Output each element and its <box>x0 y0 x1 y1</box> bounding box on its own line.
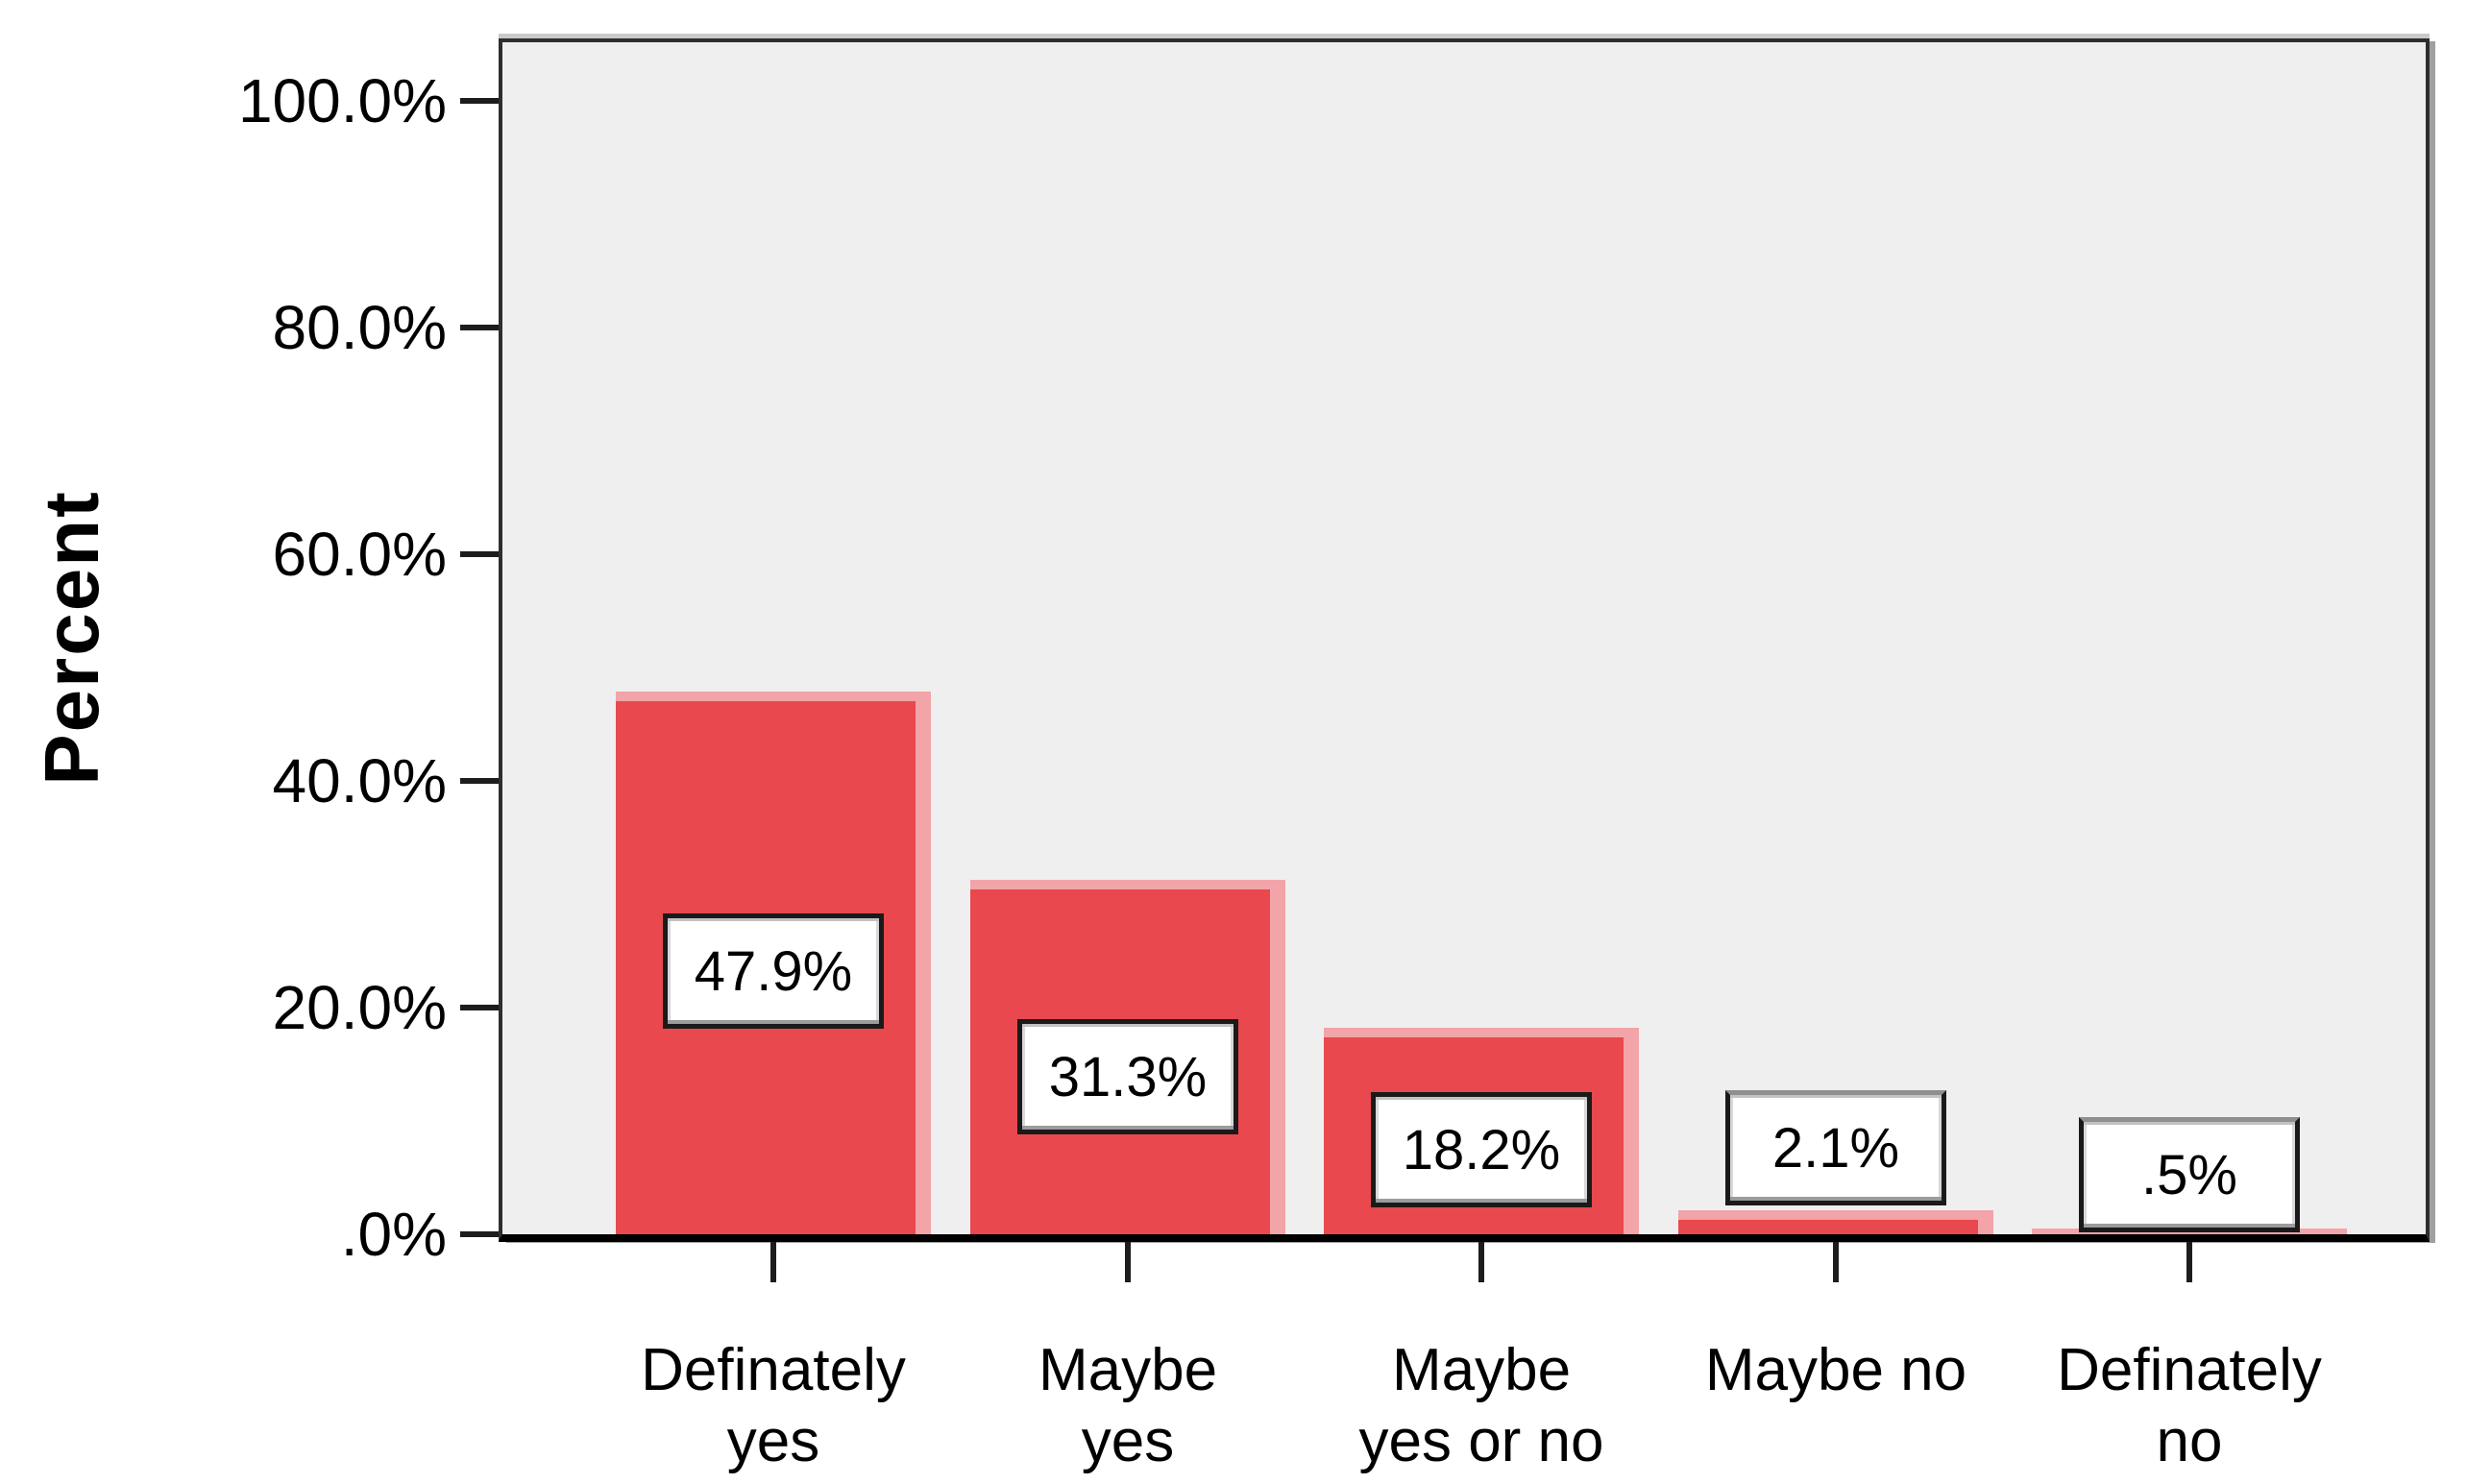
data-label-text: 31.3% <box>1048 1045 1208 1108</box>
y-tick-label: 100.0% <box>237 66 447 135</box>
y-tick-label: 40.0% <box>272 746 447 815</box>
x-category-label-line: Maybe no <box>1704 1337 1967 1403</box>
x-category-label: Definately no <box>1978 1335 2401 1477</box>
y-tick-mark <box>460 98 499 104</box>
data-label-box: 18.2% <box>1371 1092 1592 1207</box>
data-label-box: .5% <box>2079 1117 2300 1232</box>
y-tick-mark <box>460 1005 499 1010</box>
y-tick-mark <box>460 551 499 557</box>
data-label-box: 2.1% <box>1725 1090 1946 1205</box>
x-tick-mark <box>1125 1242 1131 1282</box>
y-tick-label: 20.0% <box>272 973 447 1042</box>
x-tick-mark <box>1478 1242 1484 1282</box>
x-category-label-line: no <box>2156 1408 2223 1474</box>
data-label-text: 18.2% <box>1402 1118 1561 1181</box>
bar <box>1678 1210 1993 1234</box>
bar-highlight-right <box>1978 1210 1993 1234</box>
data-label-text: 47.9% <box>694 939 853 1003</box>
y-tick-label: 80.0% <box>272 293 447 362</box>
x-category-label-line: Maybe <box>1038 1337 1218 1403</box>
x-category-label-line: yes or no <box>1358 1408 1604 1474</box>
data-label-text: .5% <box>2141 1143 2237 1206</box>
data-label-box: 47.9% <box>663 913 884 1029</box>
bar-highlight-top <box>616 692 931 701</box>
y-tick-mark <box>460 778 499 784</box>
x-tick-mark <box>770 1242 776 1282</box>
bar-highlight-right <box>2332 1229 2347 1234</box>
x-category-label-line: Maybe <box>1391 1337 1572 1403</box>
y-axis-title: Percent <box>29 490 114 786</box>
bar-highlight-right <box>916 692 931 1234</box>
y-tick-label: .0% <box>340 1200 447 1269</box>
data-label-text: 2.1% <box>1771 1116 1900 1180</box>
x-category-label-line: yes <box>726 1408 820 1474</box>
bar-highlight-right <box>1270 880 1285 1234</box>
bar-highlight-top <box>1678 1210 1993 1220</box>
bar-highlight-top <box>970 880 1285 889</box>
bar-highlight-right <box>1624 1028 1639 1234</box>
y-tick-mark <box>460 325 499 330</box>
x-category-label-line: Definately <box>641 1337 906 1403</box>
x-category-label-line: yes <box>1081 1408 1175 1474</box>
bar-highlight-top <box>1324 1028 1639 1037</box>
x-category-label: Maybe yes <box>916 1335 1339 1477</box>
x-category-label: Maybe yes or no <box>1270 1335 1693 1477</box>
plot-area: 47.9% 31.3% 18.2% 2.1% .5% <box>499 38 2430 1242</box>
x-tick-mark <box>2186 1242 2192 1282</box>
x-category-label: Maybe no <box>1624 1335 2047 1406</box>
y-tick-mark <box>460 1231 499 1237</box>
x-category-label-line: Definately <box>2057 1337 2322 1403</box>
x-category-label: Definately yes <box>562 1335 985 1477</box>
data-labels-layer: 47.9% 31.3% 18.2% 2.1% .5% <box>502 42 2426 1234</box>
y-tick-label: 60.0% <box>272 520 447 589</box>
data-label-box: 31.3% <box>1017 1019 1238 1134</box>
x-tick-mark <box>1833 1242 1839 1282</box>
